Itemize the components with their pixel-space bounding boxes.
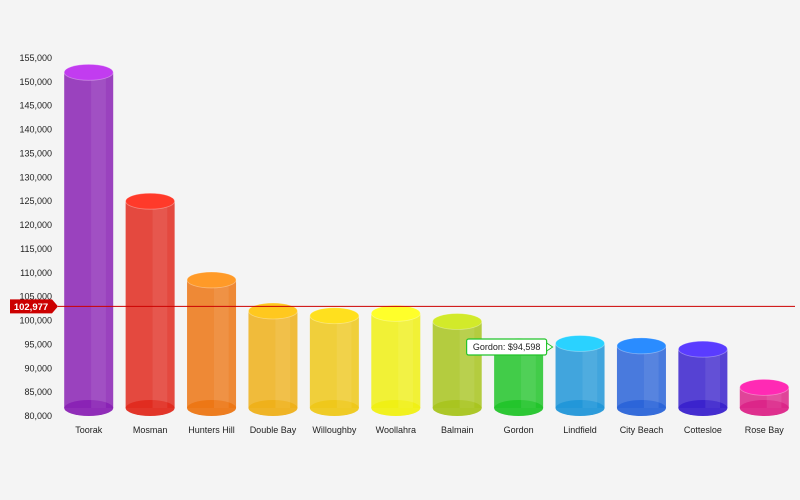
y-tick-label: 140,000 [19,125,52,135]
bar-body [616,345,666,408]
y-tick-label: 135,000 [19,148,52,158]
y-tick-label: 120,000 [19,220,52,230]
bars-group [63,63,790,416]
bar-cap [555,335,605,352]
bar-highlight [152,201,168,408]
y-axis: 80,000 85,000 90,000 95,000 100,000 105,000 11… [19,53,52,421]
bar-body [494,346,544,408]
bar-cap [677,340,728,358]
bar-cap [125,192,176,210]
bar [248,302,298,416]
tooltip-text: Gordon: $94,598 [473,342,541,352]
bar-body [432,321,482,408]
tooltip-pointer [546,342,554,352]
bar-body [248,310,298,408]
bar-highlight [582,343,598,408]
x-category-label: Mosman [133,425,168,435]
bar [555,335,605,416]
x-category-label: Rose Bay [745,425,785,435]
y-tick-label: 110,000 [20,268,52,278]
bar-highlight [705,349,721,408]
bar-cap [63,63,114,81]
average-line-group: 102,977 [10,299,795,314]
bar [677,340,728,416]
y-tick-label: 100,000 [19,316,52,326]
bar-body [555,343,605,408]
bar-cap [739,378,790,396]
bar [125,192,176,416]
bar [186,271,237,416]
x-category-label: Gordon [504,425,534,435]
x-category-label: Hunters Hill [188,425,235,435]
y-tick-label: 150,000 [19,77,52,87]
bar-highlight [643,345,659,408]
bar-body [678,349,728,408]
y-tick-label: 130,000 [19,172,52,182]
bar-cap [616,337,667,355]
bar-cap [370,304,421,322]
x-category-label: City Beach [620,425,664,435]
bar-cap [432,313,483,330]
bar-highlight [459,321,475,408]
y-tick-label: 80,000 [24,411,52,421]
y-tick-label: 115,000 [20,244,52,254]
x-category-label: Woollahra [376,425,416,435]
y-tick-label: 145,000 [19,101,52,111]
bar-highlight [521,346,536,408]
bar [63,63,114,416]
x-category-label: Double Bay [250,425,297,435]
x-category-label: Cottesloe [684,425,722,435]
tooltip-group: Gordon: $94,598 [466,338,554,356]
bar [616,337,667,416]
y-tick-label: 95,000 [24,339,52,349]
average-label: 102,977 [14,302,48,313]
x-category-label: Balmain [441,425,474,435]
y-tick-label: 85,000 [24,387,52,397]
bar-body [125,201,175,408]
bar-body [309,315,359,408]
bar-cap [186,271,237,289]
bar-body [371,313,421,408]
x-category-label: Lindfield [563,425,597,435]
average-label-box [10,299,58,314]
y-tick-label: 155,000 [19,53,52,63]
bar-highlight [336,315,352,408]
bar [370,304,421,416]
bar [432,313,483,416]
bar-body [187,279,237,408]
bar-highlight [213,279,229,408]
y-tick-label: 90,000 [24,363,52,373]
bar-highlight [91,72,106,408]
x-axis: Toorak Mosman Hunters Hill Double Bay Willou… [75,425,784,435]
bar-highlight [275,310,291,408]
bar [739,378,790,416]
y-tick-label: 105,000 [19,292,52,302]
x-category-label: Willoughby [312,425,357,435]
bar [309,307,360,416]
bar-highlight [398,313,413,408]
y-tick-label: 125,000 [19,196,52,206]
x-category-label: Toorak [75,425,103,435]
bar-cap [248,302,298,320]
bar-cap [309,307,360,325]
bar-body [64,72,114,408]
